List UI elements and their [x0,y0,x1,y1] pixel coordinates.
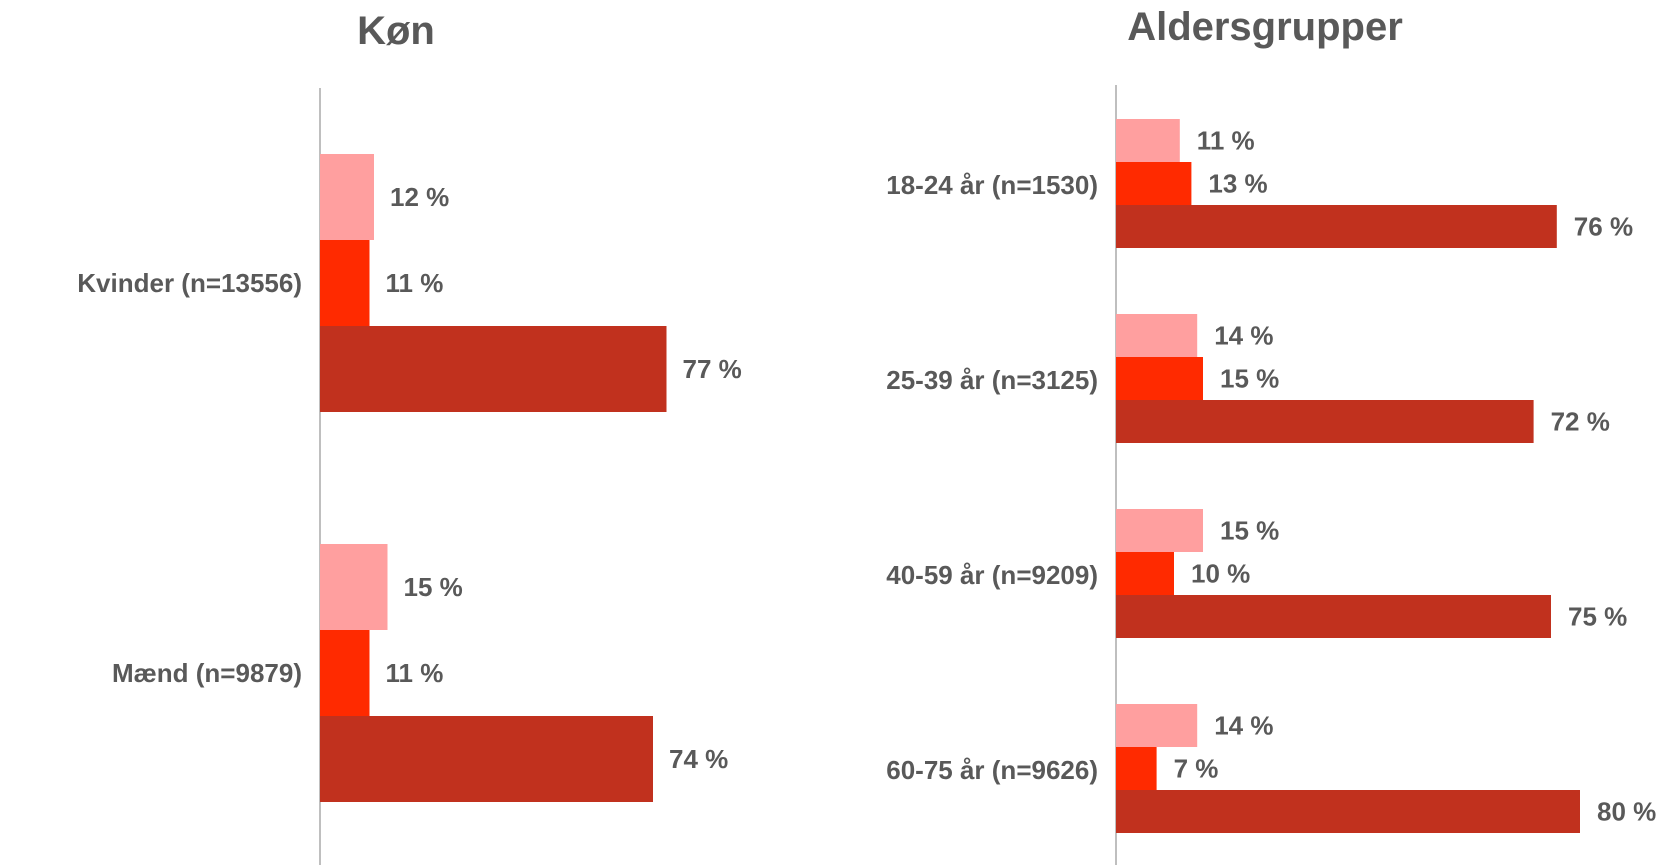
category-label: 60-75 år (n=9626) [886,755,1098,785]
bar-series-1 [1116,119,1180,162]
chart-title-koen: Køn [357,9,435,53]
marks-koen: Kvinder (n=13556) 12 % 11 % 77 % Mænd (n=987… [77,154,742,802]
bar-series-3 [1116,790,1580,833]
value-label: 74 % [669,744,728,774]
category-label: 40-59 år (n=9209) [886,560,1098,590]
category-label: Kvinder (n=13556) [77,268,302,298]
bar-series-3 [1116,205,1557,248]
value-label: 13 % [1208,169,1267,199]
bar-series-1 [1116,509,1203,552]
value-label: 72 % [1551,407,1610,437]
value-label: 14 % [1214,711,1273,741]
bar-series-3 [320,326,667,412]
bar-series-1 [320,154,374,240]
category-label: Mænd (n=9879) [112,658,302,688]
value-label: 75 % [1568,602,1627,632]
bar-series-2 [320,240,370,326]
value-label: 15 % [404,572,463,602]
category-label: 25-39 år (n=3125) [886,365,1098,395]
value-label: 15 % [1220,516,1279,546]
value-label: 11 % [386,658,444,688]
value-label: 11 % [386,268,444,298]
bar-series-2 [1116,357,1203,400]
value-label: 14 % [1214,321,1273,351]
value-label: 15 % [1220,364,1279,394]
bar-series-2 [1116,747,1157,790]
value-label: 76 % [1574,212,1633,242]
bar-series-2 [1116,552,1174,595]
value-label: 77 % [683,354,742,384]
chart-title-aldersgrupper: Aldersgrupper [1127,5,1403,49]
bar-series-1 [1116,704,1198,747]
bar-series-2 [1116,162,1192,205]
bar-series-3 [1116,400,1534,443]
marks-aldersgrupper: 18-24 år (n=1530) 11 % 13 % 76 % 25-39 år (n… [886,119,1656,833]
bar-series-3 [320,716,653,802]
value-label: 7 % [1174,754,1219,784]
value-label: 80 % [1597,797,1656,827]
bar-series-2 [320,630,370,716]
value-label: 12 % [390,182,449,212]
category-label: 18-24 år (n=1530) [886,170,1098,200]
bar-series-1 [1116,314,1198,357]
value-label: 10 % [1191,559,1250,589]
bar-series-3 [1116,595,1551,638]
value-label: 11 % [1197,126,1255,156]
bar-series-1 [320,544,388,630]
